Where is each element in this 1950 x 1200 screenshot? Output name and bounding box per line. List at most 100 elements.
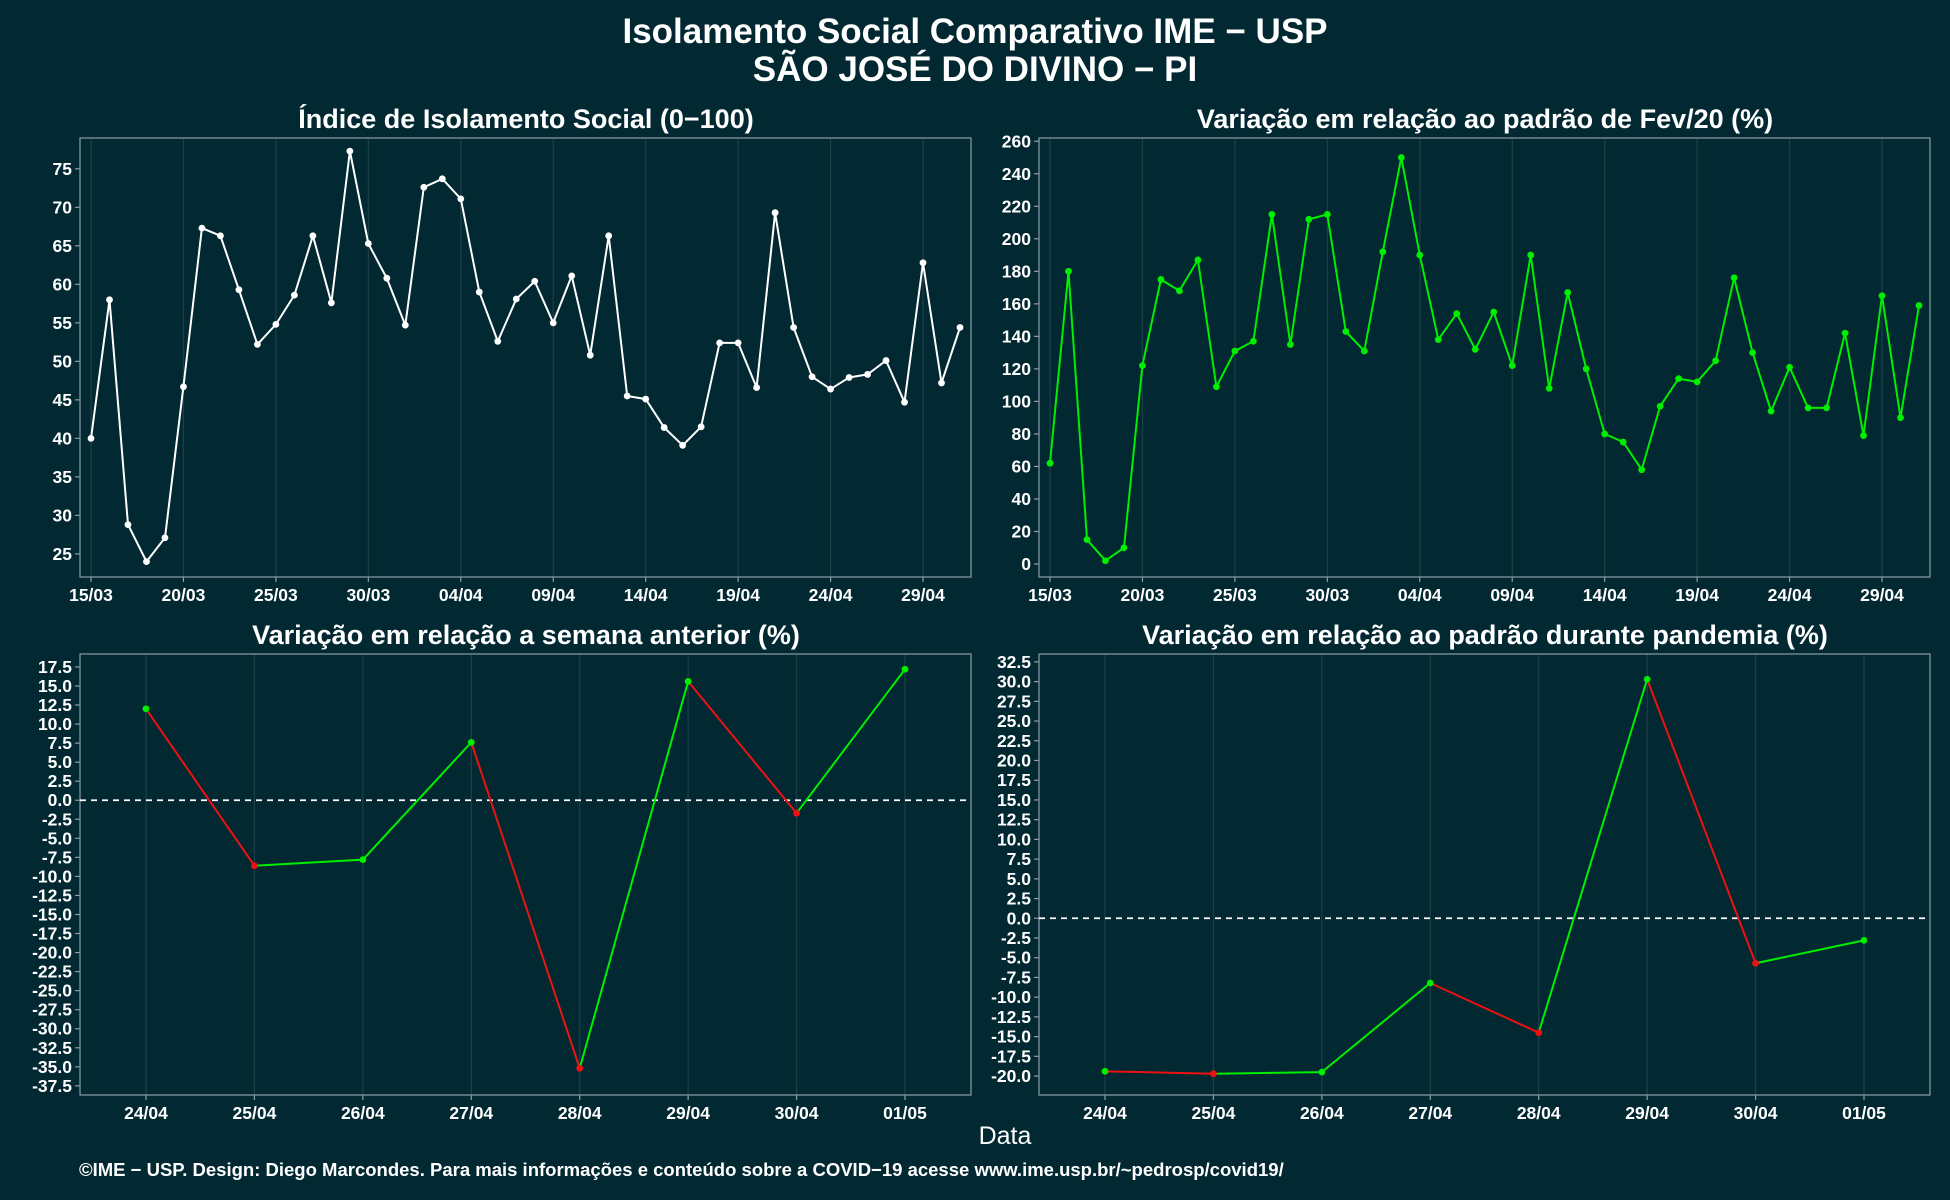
data-point — [1823, 404, 1830, 412]
data-point — [1638, 466, 1646, 474]
y-tick-label: 12.5 — [997, 810, 1031, 830]
y-tick-label: 0.0 — [48, 790, 73, 810]
data-point — [1878, 292, 1886, 300]
x-tick-label: 19/04 — [1675, 585, 1719, 605]
data-point — [1416, 251, 1424, 259]
data-point — [1102, 557, 1109, 565]
y-tick-label: -12.5 — [991, 1007, 1031, 1027]
panel-variation-previous-week: Variação em relação a semana anterior (%… — [32, 620, 972, 1123]
y-tick-label: 65 — [53, 236, 73, 256]
data-point — [1749, 349, 1756, 357]
x-tick-label: 30/03 — [346, 585, 390, 605]
y-tick-label: 55 — [53, 313, 73, 333]
y-tick-label: 40 — [53, 428, 73, 448]
y-tick-label: 60 — [53, 274, 73, 294]
y-tick-label: -2.5 — [1001, 928, 1031, 948]
data-point — [734, 339, 742, 347]
data-point — [790, 324, 797, 331]
data-point — [919, 259, 927, 267]
y-tick-label: 17.5 — [38, 657, 72, 677]
x-tick-label: 25/04 — [233, 1103, 277, 1123]
data-point — [401, 321, 409, 329]
x-tick-label: 28/04 — [1517, 1103, 1561, 1123]
data-point — [1643, 675, 1651, 683]
y-tick-label: 2.5 — [48, 771, 73, 791]
data-point — [254, 341, 261, 348]
series-segment — [1213, 1071, 1322, 1075]
data-point — [1397, 154, 1405, 161]
data-point — [901, 398, 908, 406]
y-tick-label: 30 — [53, 505, 73, 525]
y-tick-label: 15.0 — [38, 676, 72, 696]
y-tick-label: 0.0 — [1007, 908, 1032, 928]
y-tick-label: 100 — [1002, 391, 1031, 411]
data-point — [901, 665, 909, 673]
data-point — [1268, 211, 1276, 218]
y-tick-label: 70 — [53, 197, 73, 217]
data-point — [420, 183, 428, 191]
data-point — [568, 272, 576, 280]
data-point — [290, 291, 298, 299]
data-point — [359, 856, 367, 864]
data-point — [1545, 384, 1553, 392]
data-point — [198, 224, 206, 232]
data-point — [716, 339, 724, 347]
x-tick-label: 14/04 — [1583, 585, 1627, 605]
series-segment — [362, 741, 473, 861]
y-tick-label: 60 — [1012, 456, 1032, 476]
y-tick-label: -20.0 — [991, 1066, 1031, 1086]
y-tick-label: 50 — [53, 351, 73, 371]
x-tick-label: 09/04 — [1490, 585, 1534, 605]
data-point — [1065, 267, 1072, 275]
series-segment — [687, 680, 798, 814]
data-point — [1767, 407, 1775, 415]
data-point — [309, 232, 317, 240]
x-tick-label: 04/04 — [1398, 585, 1442, 605]
data-point — [642, 395, 650, 403]
y-tick-label: -17.5 — [991, 1046, 1031, 1066]
data-point — [1527, 251, 1535, 259]
y-tick-label: 10.0 — [997, 829, 1031, 849]
data-point — [1860, 936, 1868, 944]
data-point — [106, 296, 113, 304]
data-point — [142, 705, 150, 713]
y-tick-label: 30.0 — [997, 672, 1031, 692]
y-tick-label: -7.5 — [42, 847, 72, 867]
series-segment — [254, 858, 363, 867]
y-tick-label: 7.5 — [1007, 849, 1032, 869]
data-point — [383, 274, 391, 282]
data-point — [864, 371, 871, 378]
data-point — [1101, 1067, 1109, 1075]
data-point — [827, 385, 834, 393]
panel-title: Variação em relação a semana anterior (%… — [252, 620, 800, 650]
data-point — [1139, 362, 1146, 370]
data-point — [494, 337, 502, 345]
x-tick-label: 24/04 — [1768, 585, 1812, 605]
y-tick-label: 240 — [1002, 164, 1031, 184]
x-tick-label: 20/03 — [162, 585, 206, 605]
data-point — [845, 374, 853, 381]
x-tick-label: 24/04 — [809, 585, 853, 605]
y-tick-label: 15.0 — [997, 790, 1031, 810]
series-segment — [1321, 982, 1431, 1073]
y-tick-label: 7.5 — [48, 733, 73, 753]
data-point — [1601, 430, 1609, 438]
data-point — [679, 441, 687, 449]
x-tick-label: 20/03 — [1121, 585, 1165, 605]
x-tick-label: 29/04 — [901, 585, 945, 605]
series-segment — [1537, 678, 1649, 1033]
data-point — [1693, 378, 1701, 386]
y-tick-label: -12.5 — [32, 885, 72, 905]
y-tick-label: -27.5 — [32, 1000, 72, 1020]
x-tick-label: 28/04 — [558, 1103, 602, 1123]
location-title: SÃO JOSÉ DO DIVINO − PI — [753, 49, 1197, 89]
y-tick-label: -32.5 — [32, 1038, 72, 1058]
plot-frame — [1038, 653, 1931, 1096]
data-point — [1471, 345, 1479, 353]
data-point — [586, 351, 594, 359]
x-tick-label: 01/05 — [883, 1103, 927, 1123]
data-point — [753, 384, 761, 391]
data-point — [1194, 256, 1202, 264]
data-point — [346, 147, 354, 155]
x-tick-label: 26/04 — [341, 1103, 385, 1123]
